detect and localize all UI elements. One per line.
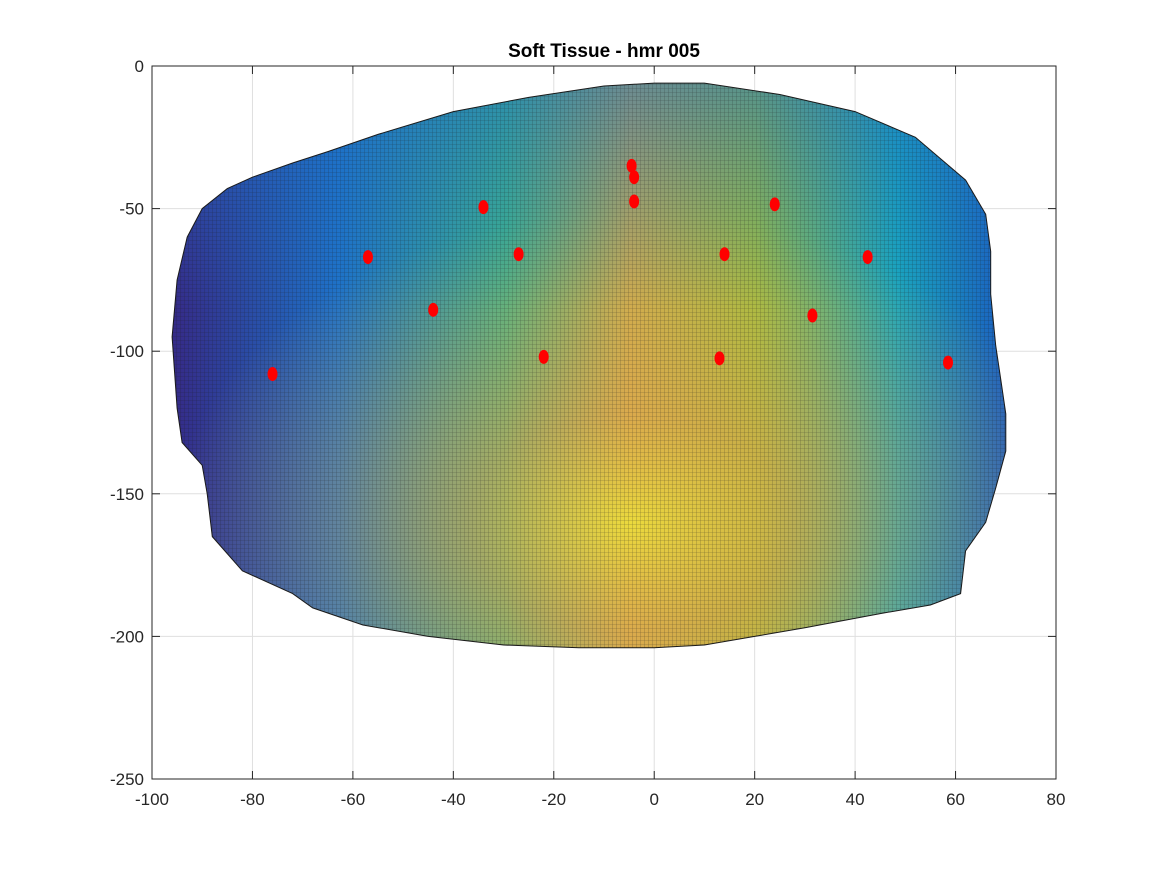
y-tick-label-2: -100 — [110, 342, 144, 361]
marker-point-14 — [267, 367, 278, 382]
y-tick-label-0: 0 — [135, 57, 144, 76]
marker-point-1 — [629, 170, 640, 185]
x-tick-label-1: -80 — [240, 790, 265, 809]
x-tick-label-4: -20 — [541, 790, 566, 809]
landmark-markers — [267, 158, 954, 382]
marker-point-8 — [719, 247, 730, 262]
marker-point-11 — [807, 308, 818, 323]
x-tick-label-2: -60 — [341, 790, 366, 809]
y-tick-label-3: -150 — [110, 485, 144, 504]
x-tick-label-3: -40 — [441, 790, 466, 809]
axes: -100 -80 -60 -40 -20 0 20 40 60 800-50-100-150-20… — [110, 57, 1065, 809]
marker-point-13 — [943, 355, 954, 370]
marker-point-5 — [362, 250, 373, 265]
x-tick-label-9: 80 — [1047, 790, 1066, 809]
marker-point-9 — [769, 197, 780, 212]
y-tick-label-5: -250 — [110, 770, 144, 789]
marker-point-12 — [714, 351, 725, 366]
x-tick-label-5: 0 — [649, 790, 658, 809]
surface-outline — [171, 82, 1007, 649]
y-tick-label-4: -200 — [110, 627, 144, 646]
x-tick-label-0: -100 — [135, 790, 169, 809]
axes-box — [151, 65, 1057, 780]
marker-point-6 — [428, 302, 439, 317]
surface-mesh — [172, 83, 1006, 648]
marker-point-2 — [629, 194, 640, 209]
marker-point-7 — [538, 349, 549, 364]
x-tick-label-7: 40 — [846, 790, 865, 809]
y-tick-label-1: -50 — [119, 200, 144, 219]
marker-point-3 — [478, 200, 489, 215]
x-tick-label-6: 20 — [745, 790, 764, 809]
marker-point-10 — [862, 250, 873, 265]
marker-point-4 — [513, 247, 524, 262]
chart-title: Soft Tissue - hmr 005 — [508, 41, 700, 62]
x-tick-label-8: 60 — [946, 790, 965, 809]
marker-point-0 — [626, 158, 637, 173]
soft-tissue-surface — [171, 82, 1007, 649]
